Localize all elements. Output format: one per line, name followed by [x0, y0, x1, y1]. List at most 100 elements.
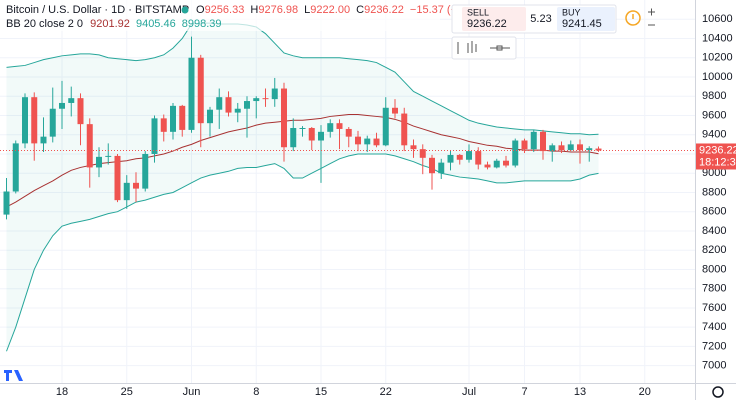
candle-body	[234, 108, 241, 113]
y-tick-label: 10600	[702, 13, 733, 25]
h-label: H	[250, 4, 258, 16]
candle-body	[549, 145, 556, 152]
candle-body	[475, 151, 482, 165]
countdown: 18:12:34	[699, 156, 736, 168]
y-tick-label: 10200	[702, 52, 733, 64]
candle-body	[521, 140, 528, 150]
y-tick-label: 8400	[702, 225, 726, 237]
y-tick-label: 7400	[702, 321, 726, 333]
candle-body	[151, 118, 158, 154]
l-label: L	[304, 4, 310, 16]
candle-body	[133, 182, 139, 189]
candle-body	[419, 149, 426, 158]
x-tick-label: 22	[380, 386, 392, 398]
y-tick-label: 7200	[702, 340, 726, 352]
ohlc: O9256.33 H9276.98 L9222.00 C9236.22 −15.…	[196, 4, 492, 16]
y-tick-label: 8000	[702, 263, 726, 275]
candle-body	[142, 153, 149, 189]
bb-upper: 9405.46	[136, 18, 176, 30]
y-tick-label: 8600	[702, 206, 726, 218]
candle-body	[438, 162, 445, 174]
candle-body	[40, 136, 47, 144]
sell-label: SELL	[467, 7, 489, 17]
sell-button[interactable]	[462, 7, 526, 31]
candle-body	[207, 109, 213, 124]
candle-body	[373, 138, 380, 146]
y-tick-label: 7600	[702, 302, 726, 314]
y-tick-label: 7800	[702, 283, 726, 295]
candle-body	[484, 164, 491, 168]
candle-body	[382, 107, 389, 146]
buy-label: BUY	[562, 7, 581, 17]
x-tick-label: 13	[574, 386, 586, 398]
bb-lower: 8998.39	[182, 18, 222, 30]
settings-icon[interactable]	[712, 386, 724, 398]
c-value: 9236.22	[364, 4, 404, 16]
candle-body	[96, 156, 102, 168]
candle-body	[308, 127, 315, 141]
o-label: O	[196, 4, 205, 16]
candle-body	[466, 151, 472, 160]
candle-body	[327, 123, 334, 132]
indicator-name: BB 20 close 2 0	[6, 18, 83, 30]
candle-body	[262, 98, 269, 100]
candle-body	[493, 160, 500, 168]
candle-body	[401, 113, 408, 146]
candle-body	[160, 118, 167, 132]
candle-body	[59, 102, 65, 109]
y-tick-label: 9400	[702, 129, 726, 141]
spread: 5.23	[530, 13, 551, 25]
candle-body	[595, 148, 602, 151]
candle-body	[503, 160, 509, 166]
candle-body	[114, 155, 121, 201]
candle-body	[364, 138, 371, 145]
y-tick-label: 7000	[702, 360, 726, 372]
info-icon[interactable]	[625, 10, 641, 26]
o-value: 9256.33	[205, 4, 245, 16]
candle-body	[197, 57, 204, 124]
h-value: 9276.98	[258, 4, 298, 16]
candle-body	[336, 123, 343, 129]
x-tick-label: 7	[521, 386, 527, 398]
candle-body	[512, 140, 519, 166]
candle-body	[12, 143, 19, 192]
l-value: 9222.00	[310, 4, 350, 16]
candle-body	[225, 97, 232, 113]
buy-price: 9241.45	[562, 18, 602, 30]
candle-body	[123, 182, 130, 201]
candle-body	[586, 148, 593, 151]
candle-body	[410, 145, 417, 150]
candle-body	[290, 127, 297, 148]
y-tick-label: 9600	[702, 109, 726, 121]
zoom-buttons[interactable]	[648, 8, 655, 26]
tool-box	[451, 36, 517, 60]
symbol: Bitcoin / U.S. Dollar · 1D · BITSTAMP	[6, 4, 189, 16]
c-label: C	[356, 4, 364, 16]
candle-body	[447, 154, 454, 163]
x-tick-label: Jun	[183, 386, 201, 398]
trade-panel: SELL 9236.22 5.23 BUY 9241.45	[451, 4, 655, 60]
candle-body	[318, 131, 324, 141]
candle-body	[355, 136, 361, 145]
candle-body	[49, 108, 56, 137]
candle-body	[216, 97, 223, 110]
x-tick-label: 8	[253, 386, 259, 398]
y-tick-label: 8800	[702, 186, 726, 198]
candle-body	[558, 145, 565, 151]
logo-mark	[4, 370, 23, 381]
candle-body	[105, 155, 112, 157]
candle-body	[244, 101, 250, 109]
bb-basis: 9201.92	[90, 18, 130, 30]
candle-body	[567, 144, 574, 151]
x-tick-label: 25	[121, 386, 133, 398]
buy-button[interactable]	[557, 7, 615, 31]
candle-body	[31, 97, 38, 144]
indicator-legend[interactable]: BB 20 close 2 0 9201.92 9405.46 8998.39	[6, 18, 222, 30]
candle-body	[3, 191, 10, 215]
candle-body	[170, 105, 176, 132]
candle-body	[77, 98, 84, 125]
y-tick-label: 8200	[702, 244, 726, 256]
tool-icons[interactable]	[457, 41, 510, 54]
price-tag: 9236.22	[699, 144, 736, 156]
